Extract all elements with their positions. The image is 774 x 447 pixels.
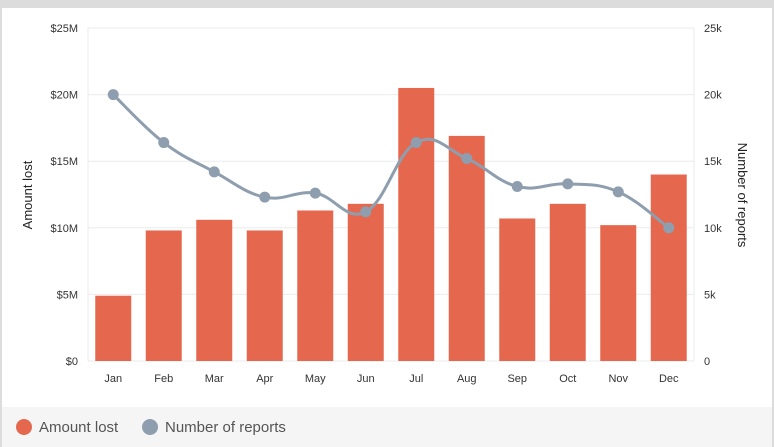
line-series	[107, 89, 675, 234]
reports-point-nov[interactable]	[612, 186, 624, 198]
bar-mar[interactable]	[196, 219, 233, 361]
left-tick-label: $15M	[50, 156, 78, 168]
right-tick-label: 0	[704, 356, 710, 368]
bar-apr[interactable]	[246, 230, 283, 361]
reports-point-aug[interactable]	[461, 153, 473, 165]
right-tick-label: 10k	[704, 223, 722, 235]
right-tick-label: 25k	[704, 23, 722, 35]
category-labels: Jan Feb Mar Apr May Jun Jul Aug Sep Oct Nov Dec	[104, 373, 679, 385]
bar-feb[interactable]	[145, 230, 182, 361]
right-axis-ticks: 0 5k 10k 15k 20k 25k	[704, 23, 722, 368]
bar-aug[interactable]	[448, 135, 485, 361]
legend-label-number-of-reports: Number of reports	[165, 418, 286, 436]
right-tick-label: 15k	[704, 156, 722, 168]
legend-label-amount-lost: Amount lost	[39, 418, 119, 436]
left-axis-title: Amount lost	[20, 160, 35, 229]
reports-point-may[interactable]	[309, 187, 321, 199]
category-label: Aug	[457, 373, 477, 385]
legend-item-amount-lost[interactable]: Amount lost	[16, 407, 118, 447]
category-label: Mar	[205, 373, 224, 385]
reports-point-dec[interactable]	[663, 222, 675, 234]
bar-oct[interactable]	[549, 203, 586, 361]
category-label: Jun	[357, 373, 375, 385]
right-tick-label: 5k	[704, 289, 716, 301]
left-tick-label: $5M	[57, 289, 78, 301]
bar-nov[interactable]	[600, 225, 637, 361]
left-axis-ticks: $0 $5M $10M $15M $20M $25M	[50, 23, 78, 368]
category-label: Oct	[559, 373, 576, 385]
category-label: May	[305, 373, 326, 385]
category-label: Feb	[154, 373, 173, 385]
legend: Amount lost Number of reports	[2, 407, 772, 447]
reports-point-oct[interactable]	[562, 178, 574, 190]
reports-point-jan[interactable]	[107, 89, 119, 101]
reports-point-feb[interactable]	[158, 137, 170, 149]
reports-point-mar[interactable]	[208, 166, 220, 178]
bar-series	[95, 87, 687, 361]
left-tick-label: $10M	[50, 223, 78, 235]
category-label: Jul	[409, 373, 423, 385]
bar-jan[interactable]	[95, 295, 132, 361]
legend-item-number-of-reports[interactable]: Number of reports	[142, 407, 286, 447]
category-label: Apr	[256, 373, 273, 385]
legend-swatch-number-of-reports	[142, 419, 158, 435]
right-tick-label: 20k	[704, 90, 722, 102]
bar-dec[interactable]	[650, 174, 687, 361]
bar-jul[interactable]	[398, 87, 435, 361]
category-label: Dec	[659, 373, 679, 385]
category-label: Jan	[104, 373, 122, 385]
reports-point-sep[interactable]	[511, 181, 523, 193]
bar-jun[interactable]	[347, 203, 384, 361]
bar-may[interactable]	[297, 210, 334, 361]
right-axis-title: Number of reports	[735, 143, 750, 248]
left-tick-label: $25M	[50, 23, 78, 35]
category-label: Nov	[608, 373, 628, 385]
left-tick-label: $20M	[50, 90, 78, 102]
reports-point-apr[interactable]	[259, 191, 271, 203]
reports-point-jun[interactable]	[360, 206, 372, 218]
bar-sep[interactable]	[499, 218, 536, 361]
legend-swatch-amount-lost	[16, 419, 32, 435]
reports-point-jul[interactable]	[410, 137, 422, 149]
left-tick-label: $0	[66, 356, 78, 368]
grid-lines	[87, 27, 695, 362]
category-label: Sep	[507, 373, 527, 385]
